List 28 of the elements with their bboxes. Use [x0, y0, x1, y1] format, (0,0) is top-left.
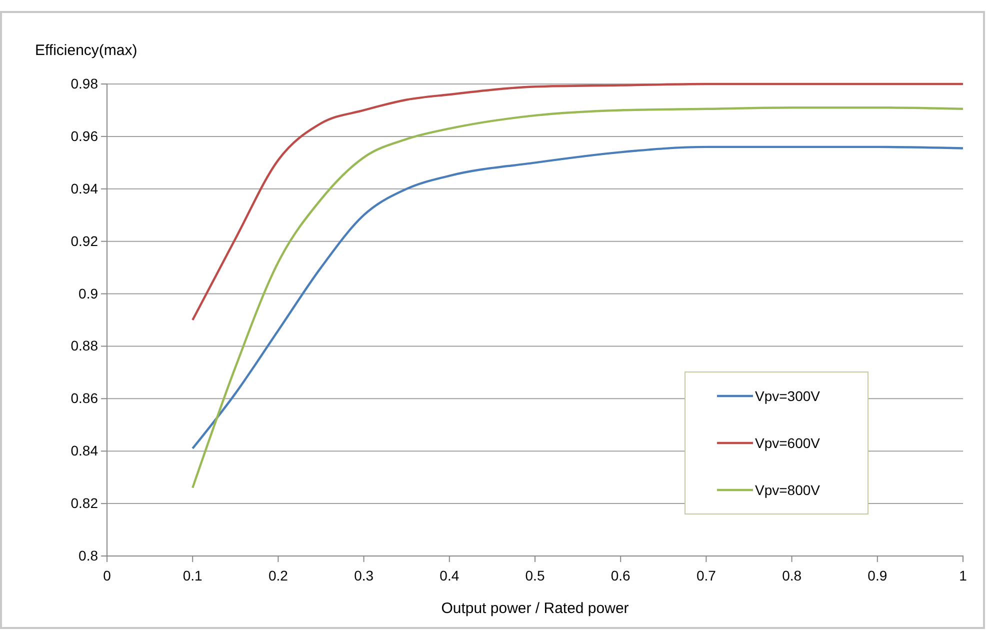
- legend-label: Vpv=300V: [755, 388, 821, 404]
- x-tick-label: 0.5: [525, 567, 545, 584]
- y-tick-label: 0.9: [78, 285, 98, 302]
- y-tick-label: 0.96: [70, 128, 98, 144]
- y-tick-label: 0.82: [70, 495, 98, 512]
- x-tick-label: 0: [103, 567, 112, 584]
- x-tick-label: 1: [959, 567, 968, 584]
- x-tick-label: 0.8: [782, 567, 802, 584]
- x-tick-label: 0.4: [440, 567, 460, 584]
- line-series: [192, 146, 964, 450]
- y-tick-label: 0.94: [70, 180, 98, 196]
- x-tick-label: 0.9: [868, 567, 888, 584]
- y-tick-label: 0.88: [70, 338, 98, 354]
- y-tick-label: 0.92: [70, 232, 98, 249]
- legend-label: Vpv=800V: [755, 482, 821, 498]
- x-tick-label: 0.7: [696, 567, 716, 584]
- x-tick-label: 0.1: [182, 567, 203, 584]
- x-tick-label: 0.3: [354, 567, 374, 584]
- y-tick-label: 0.86: [70, 390, 98, 406]
- y-tick-label: 0.98: [70, 75, 98, 92]
- legend-label: Vpv=600V: [755, 435, 821, 451]
- x-axis-title: Output power / Rated power: [441, 600, 629, 617]
- y-tick-label: 0.8: [78, 547, 98, 564]
- y-axis-title: Efficiency(max): [35, 42, 138, 59]
- y-tick-label: 0.84: [70, 442, 98, 459]
- line-series: [192, 82, 964, 322]
- x-tick-label: 0.6: [610, 567, 631, 584]
- x-tick-label: 0.2: [268, 567, 288, 584]
